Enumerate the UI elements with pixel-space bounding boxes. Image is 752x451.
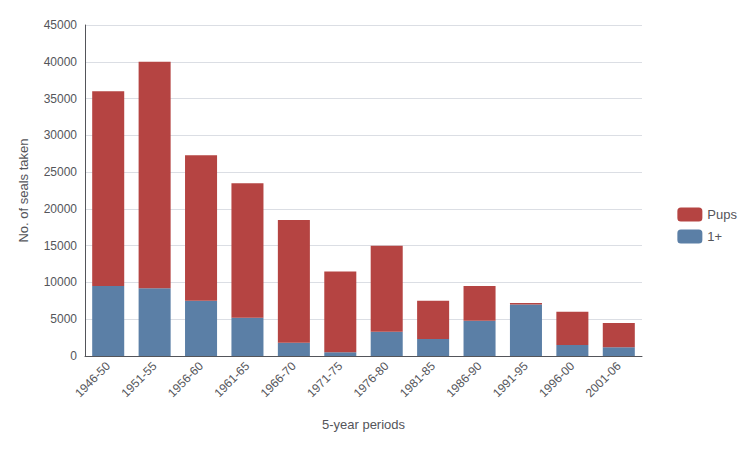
svg-text:20000: 20000 [44,202,78,216]
svg-text:1976-80: 1976-80 [351,359,392,400]
svg-text:0: 0 [70,349,77,363]
svg-text:10000: 10000 [44,275,78,289]
svg-text:1951-55: 1951-55 [119,359,160,400]
svg-text:25000: 25000 [44,165,78,179]
svg-text:1981-85: 1981-85 [397,359,438,400]
svg-text:1961-65: 1961-65 [211,359,252,400]
svg-text:40000: 40000 [44,55,78,69]
svg-text:Pups: Pups [707,207,737,222]
svg-text:35000: 35000 [44,92,78,106]
svg-text:15000: 15000 [44,239,78,253]
svg-text:2001-06: 2001-06 [583,359,624,400]
svg-text:1956-60: 1956-60 [165,359,206,400]
svg-text:5-year periods: 5-year periods [322,417,406,432]
svg-text:1971-75: 1971-75 [304,359,345,400]
svg-text:1+: 1+ [707,229,722,244]
svg-text:1991-95: 1991-95 [490,359,531,400]
svg-text:30000: 30000 [44,128,78,142]
svg-text:5000: 5000 [50,312,77,326]
svg-text:1966-70: 1966-70 [258,359,299,400]
svg-text:45000: 45000 [44,18,78,32]
svg-text:1986-90: 1986-90 [443,359,484,400]
svg-text:1946-50: 1946-50 [72,359,113,400]
svg-text:1996-00: 1996-00 [536,359,577,400]
svg-text:No. of seals taken: No. of seals taken [16,138,31,242]
